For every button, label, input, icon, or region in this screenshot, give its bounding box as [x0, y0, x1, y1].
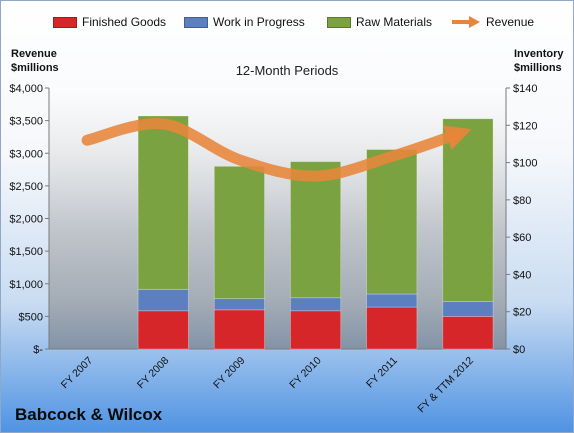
- legend-swatch-raw-materials: [327, 16, 351, 28]
- right-tick-label: $120: [513, 120, 537, 132]
- bar-work-in-progress: [366, 293, 418, 308]
- bar-raw-materials: [213, 165, 265, 300]
- legend-swatch-work-in-progress: [184, 16, 208, 28]
- legend-label-revenue: Revenue: [486, 15, 535, 29]
- bar-finished-goods: [290, 310, 342, 350]
- chart-subtitle: 12-Month Periods: [235, 63, 339, 78]
- legend-label-raw-materials: Raw Materials: [356, 15, 433, 29]
- x-tick-label: FY 2011: [364, 355, 400, 391]
- right-tick-label: $60: [513, 232, 531, 244]
- right-tick-label: $80: [513, 195, 531, 207]
- legend-swatch-revenue: [452, 16, 480, 28]
- left-tick-label: $-: [33, 344, 43, 356]
- company-name: Babcock & Wilcox: [15, 405, 163, 424]
- revenue-arrowhead: [442, 125, 472, 151]
- left-tick-label: $500: [19, 311, 43, 323]
- left-tick-label: $4,000: [9, 83, 43, 95]
- legend-label-work-in-progress: Work in Progress: [213, 15, 305, 29]
- right-axis-title-line1: Inventory: [514, 48, 564, 60]
- legend-item-raw-materials: Raw Materials: [327, 15, 432, 29]
- legend: Finished Goods Work in Progress Raw Mate…: [1, 15, 573, 35]
- bar-finished-goods: [137, 310, 189, 350]
- right-axis-title-line2: $millions: [514, 62, 562, 74]
- legend-item-revenue: Revenue: [451, 15, 534, 29]
- revenue-line: [81, 118, 474, 182]
- left-tick-label: $3,000: [9, 148, 43, 160]
- left-tick-label: $1,000: [9, 279, 43, 291]
- legend-item-work-in-progress: Work in Progress: [184, 15, 305, 29]
- left-tick-label: $2,000: [9, 214, 43, 226]
- right-tick-label: $100: [513, 158, 537, 170]
- right-tick-label: $40: [513, 269, 531, 281]
- left-axis-title-line2: $millions: [11, 62, 59, 74]
- right-tick-label: $140: [513, 83, 537, 95]
- right-tick-label: $20: [513, 307, 531, 319]
- left-tick-label: $1,500: [9, 246, 43, 258]
- x-tick-label: FY 2009: [211, 355, 248, 392]
- left-tick-label: $3,500: [9, 116, 43, 128]
- left-axis-title-line1: Revenue: [11, 48, 57, 60]
- bar-work-in-progress: [442, 301, 494, 317]
- bar-finished-goods: [366, 306, 418, 350]
- bar-raw-materials: [366, 149, 418, 295]
- left-axis-title: Revenue $millions: [11, 47, 59, 75]
- x-tick-label: FY 2008: [135, 355, 172, 392]
- bar-finished-goods: [213, 309, 265, 350]
- bar-work-in-progress: [137, 288, 189, 312]
- legend-swatch-finished-goods: [53, 16, 77, 28]
- legend-item-finished-goods: Finished Goods: [53, 15, 166, 29]
- right-tick-label: $0: [513, 344, 525, 356]
- bar-work-in-progress: [290, 297, 342, 312]
- bar-raw-materials: [290, 161, 342, 299]
- x-tick-label: FY 2007: [59, 355, 96, 392]
- x-tick-label: FY & TTM 2012: [415, 355, 476, 416]
- left-tick-label: $2,500: [9, 181, 43, 193]
- right-axis-title: Inventory $millions: [514, 47, 564, 75]
- bar-raw-materials: [442, 118, 494, 302]
- bar-finished-goods: [442, 315, 494, 350]
- bar-work-in-progress: [213, 298, 265, 311]
- x-tick-label: FY 2010: [287, 355, 324, 392]
- legend-label-finished-goods: Finished Goods: [82, 15, 167, 29]
- bar-raw-materials: [137, 115, 189, 290]
